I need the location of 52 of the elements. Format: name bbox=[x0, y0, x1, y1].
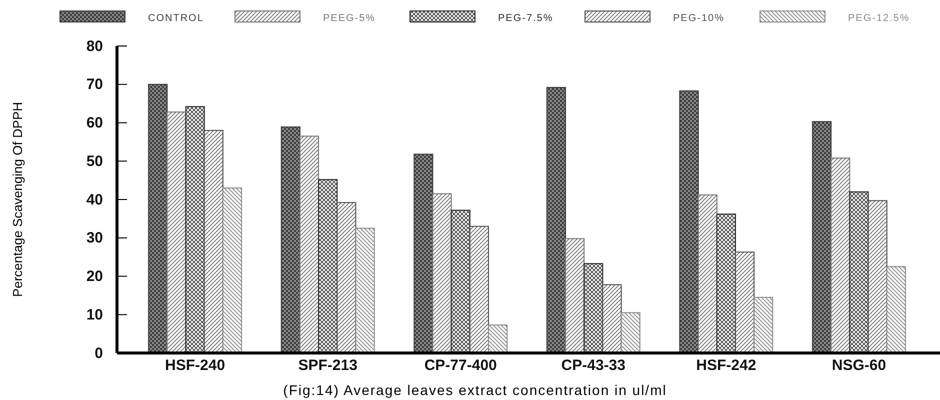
text: CONTROL bbox=[148, 13, 204, 24]
y-axis-title: Percentage Scavenging Of DPPH bbox=[10, 102, 25, 298]
bar bbox=[679, 90, 699, 354]
bar bbox=[280, 126, 300, 354]
bar bbox=[469, 226, 489, 354]
bar bbox=[222, 187, 242, 354]
x-tick-label: HSF-240 bbox=[165, 357, 226, 374]
bar bbox=[546, 86, 566, 354]
bar bbox=[432, 193, 452, 354]
bar bbox=[148, 84, 168, 354]
y-tick-label: 0 bbox=[94, 344, 103, 362]
x-tick-label: HSF-242 bbox=[696, 357, 756, 374]
text: PEG-7.5% bbox=[498, 13, 554, 24]
y-tick-label: 60 bbox=[86, 114, 103, 132]
bar bbox=[849, 191, 869, 354]
bar bbox=[166, 112, 186, 354]
bar bbox=[812, 121, 832, 354]
bar bbox=[299, 136, 320, 354]
bar bbox=[698, 194, 718, 354]
bar bbox=[830, 158, 850, 354]
y-tick-label: 50 bbox=[86, 152, 103, 170]
x-axis-title: (Fig:14) Average leaves extract concentration in ul/ml bbox=[283, 382, 667, 398]
x-tick-label: CP-77-400 bbox=[424, 357, 497, 374]
bar bbox=[450, 210, 470, 354]
bar bbox=[204, 130, 224, 354]
y-tick-label: 40 bbox=[86, 191, 103, 208]
bar bbox=[716, 214, 736, 354]
y-tick-label: 70 bbox=[86, 76, 103, 94]
y-tick-label: 20 bbox=[86, 268, 103, 286]
bar bbox=[336, 202, 356, 354]
text: PEG-12.5% bbox=[848, 13, 910, 24]
bar bbox=[584, 263, 604, 354]
bar bbox=[886, 266, 906, 354]
text: PEG-10% bbox=[673, 13, 724, 24]
bar bbox=[185, 106, 205, 354]
bar bbox=[318, 179, 338, 354]
y-tick-label: 10 bbox=[86, 306, 103, 324]
bar bbox=[754, 296, 774, 354]
x-tick-label: CP-43-33 bbox=[561, 357, 626, 374]
bar bbox=[565, 238, 585, 354]
text: PEEG-5% bbox=[323, 13, 376, 24]
bar bbox=[488, 324, 508, 354]
x-tick-label: NSG-60 bbox=[832, 357, 886, 374]
bar bbox=[734, 252, 755, 354]
bar bbox=[868, 200, 888, 354]
bar bbox=[620, 312, 640, 354]
y-tick-label: 80 bbox=[86, 38, 103, 55]
bar bbox=[414, 154, 434, 354]
y-tick-label: 30 bbox=[86, 230, 103, 247]
bar bbox=[602, 284, 622, 354]
bar bbox=[355, 228, 375, 354]
x-tick-label: SPF-213 bbox=[298, 357, 358, 374]
